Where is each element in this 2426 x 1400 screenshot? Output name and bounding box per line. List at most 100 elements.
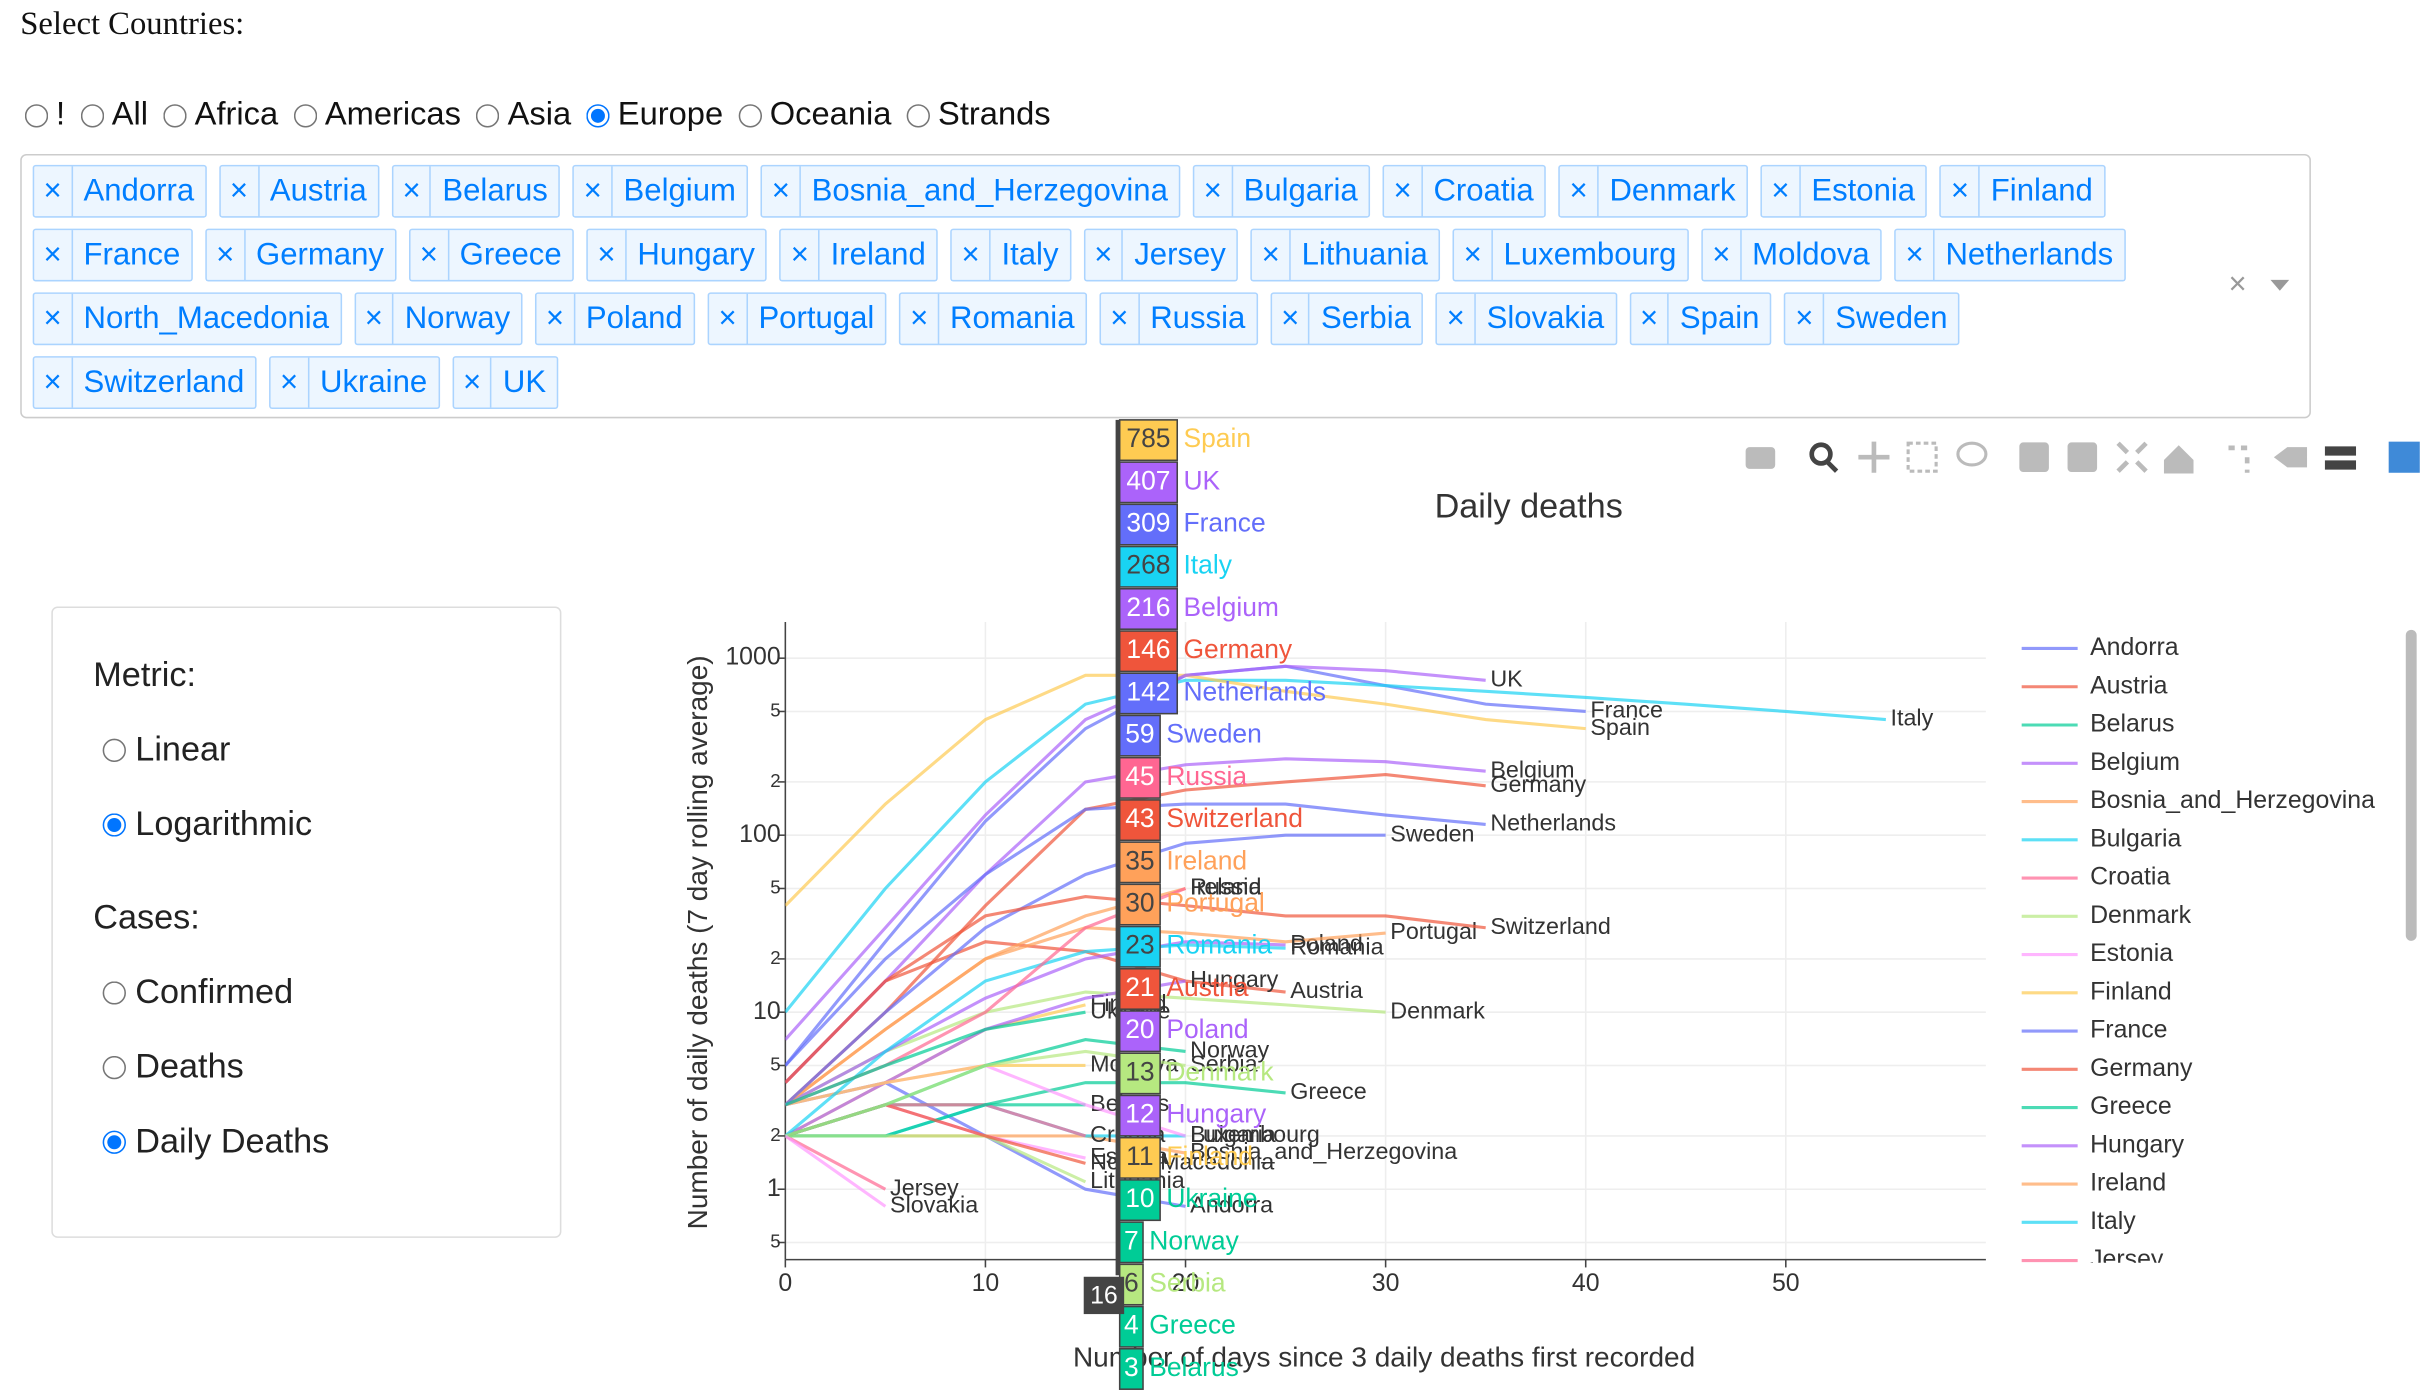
tag-remove[interactable]: × <box>1085 230 1124 280</box>
region-radio[interactable] <box>80 103 104 127</box>
tag-remove[interactable]: × <box>271 357 310 408</box>
tag-remove[interactable]: × <box>410 230 449 280</box>
tag-remove[interactable]: × <box>34 293 73 344</box>
country-select[interactable]: × Andorra × Austria × Belarus × Belgium × Bosnia_… <box>20 153 2311 419</box>
tag-remove[interactable]: × <box>34 166 73 217</box>
tag-remove[interactable]: × <box>1703 230 1742 280</box>
tag-remove[interactable]: × <box>34 230 73 280</box>
country-tag[interactable]: × Andorra <box>32 164 207 218</box>
country-tag[interactable]: × Italy <box>950 228 1071 282</box>
cases-option[interactable]: Daily Deaths <box>102 1121 520 1161</box>
hover-compare-icon[interactable] <box>2324 446 2357 470</box>
country-tag[interactable]: × UK <box>452 356 559 409</box>
region-radio[interactable] <box>293 103 318 127</box>
clear-all[interactable]: × <box>2228 267 2247 302</box>
tag-remove[interactable]: × <box>574 166 613 217</box>
country-tag[interactable]: × Greece <box>408 228 575 282</box>
region-option[interactable]: Strands <box>906 96 1051 133</box>
autoscale-icon[interactable] <box>2116 441 2148 473</box>
country-tag[interactable]: × Finland <box>1939 164 2106 218</box>
select-icon[interactable] <box>1906 441 1938 473</box>
country-tag[interactable]: × Romania <box>899 292 1087 346</box>
metric-radio[interactable] <box>102 737 126 762</box>
country-tag[interactable]: × Portugal <box>707 292 887 346</box>
cases-option[interactable]: Deaths <box>102 1047 520 1087</box>
region-option[interactable]: ! <box>24 96 65 133</box>
tag-remove[interactable]: × <box>207 230 246 280</box>
country-tag[interactable]: × Denmark <box>1558 164 1749 218</box>
cases-radio[interactable] <box>102 980 126 1004</box>
hover-closest-icon[interactable] <box>2273 447 2308 468</box>
spike-icon[interactable] <box>2228 445 2250 473</box>
country-tag[interactable]: × Poland <box>535 292 696 346</box>
country-tag[interactable]: × Switzerland <box>32 356 257 409</box>
tag-remove[interactable]: × <box>1762 166 1801 217</box>
pan-icon[interactable] <box>1858 441 1890 473</box>
tag-remove[interactable]: × <box>537 293 575 344</box>
country-tag[interactable]: × Norway <box>353 292 523 346</box>
tag-remove[interactable]: × <box>1631 293 1670 344</box>
tag-remove[interactable]: × <box>1896 230 1935 280</box>
region-option[interactable]: All <box>80 96 148 133</box>
country-tag[interactable]: × France <box>32 228 193 282</box>
country-tag[interactable]: × North_Macedonia <box>32 292 342 346</box>
legend-scrollbar[interactable] <box>2405 629 2417 941</box>
cases-radio[interactable] <box>102 1129 126 1154</box>
region-radio[interactable] <box>906 103 931 127</box>
country-tag[interactable]: × Netherlands <box>1894 228 2126 282</box>
country-tag[interactable]: × Sweden <box>1784 292 1961 346</box>
country-tag[interactable]: × Hungary <box>586 228 768 282</box>
tag-remove[interactable]: × <box>901 293 940 344</box>
zoom-in-icon[interactable] <box>2019 442 2049 472</box>
tag-remove[interactable]: × <box>1942 166 1980 217</box>
country-tag[interactable]: × Moldova <box>1701 228 1883 282</box>
metric-radio[interactable] <box>102 812 126 836</box>
tag-remove[interactable]: × <box>34 357 73 408</box>
tag-remove[interactable]: × <box>1252 230 1291 280</box>
home-icon[interactable] <box>2163 445 2194 474</box>
country-tag[interactable]: × Ireland <box>779 228 939 282</box>
country-tag[interactable]: × Bosnia_and_Herzegovina <box>760 164 1181 218</box>
country-tag[interactable]: × Estonia <box>1760 164 1928 218</box>
tag-remove[interactable]: × <box>1384 166 1423 217</box>
zoom-out-icon[interactable] <box>2067 442 2098 472</box>
region-radio[interactable] <box>738 103 762 127</box>
country-tag[interactable]: × Slovakia <box>1435 292 1617 346</box>
cases-radio[interactable] <box>102 1055 126 1079</box>
metric-option[interactable]: Linear <box>102 729 520 769</box>
tag-remove[interactable]: × <box>1786 293 1825 344</box>
region-option[interactable]: Europe <box>586 96 723 133</box>
tag-remove[interactable]: × <box>762 166 801 217</box>
tag-remove[interactable]: × <box>952 230 991 280</box>
country-tag[interactable]: × Serbia <box>1270 292 1424 346</box>
country-tag[interactable]: × Belgium <box>572 164 749 218</box>
country-tag[interactable]: × Russia <box>1099 292 1258 346</box>
country-tag[interactable]: × Luxembourg <box>1452 228 1689 282</box>
country-tag[interactable]: × Belarus <box>391 164 561 218</box>
tag-remove[interactable]: × <box>1437 293 1476 344</box>
country-tag[interactable]: × Bulgaria <box>1192 164 1371 218</box>
country-tag[interactable]: × Germany <box>205 228 397 282</box>
country-tag[interactable]: × Austria <box>219 164 380 218</box>
zoom-icon[interactable] <box>1809 442 1833 466</box>
region-option[interactable]: Oceania <box>738 96 891 133</box>
tag-remove[interactable]: × <box>1560 166 1599 217</box>
country-tag[interactable]: × Ukraine <box>269 356 440 409</box>
region-radio[interactable] <box>163 103 187 127</box>
dropdown-arrow[interactable] <box>2270 279 2290 291</box>
tag-remove[interactable]: × <box>709 293 748 344</box>
tag-remove[interactable]: × <box>355 293 394 344</box>
lasso-icon[interactable] <box>1956 441 1988 467</box>
region-option[interactable]: Africa <box>163 96 278 133</box>
tag-remove[interactable]: × <box>1454 230 1493 280</box>
camera-icon[interactable] <box>1745 447 1776 469</box>
tag-remove[interactable]: × <box>781 230 820 280</box>
tag-remove[interactable]: × <box>1272 293 1311 344</box>
tag-remove[interactable]: × <box>588 230 627 280</box>
region-radio[interactable] <box>586 103 611 127</box>
plotly-logo[interactable] <box>2388 441 2420 473</box>
tag-remove[interactable]: × <box>221 166 259 217</box>
cases-option[interactable]: Confirmed <box>102 972 520 1012</box>
tag-remove[interactable]: × <box>454 357 493 408</box>
tag-remove[interactable]: × <box>1194 166 1233 217</box>
